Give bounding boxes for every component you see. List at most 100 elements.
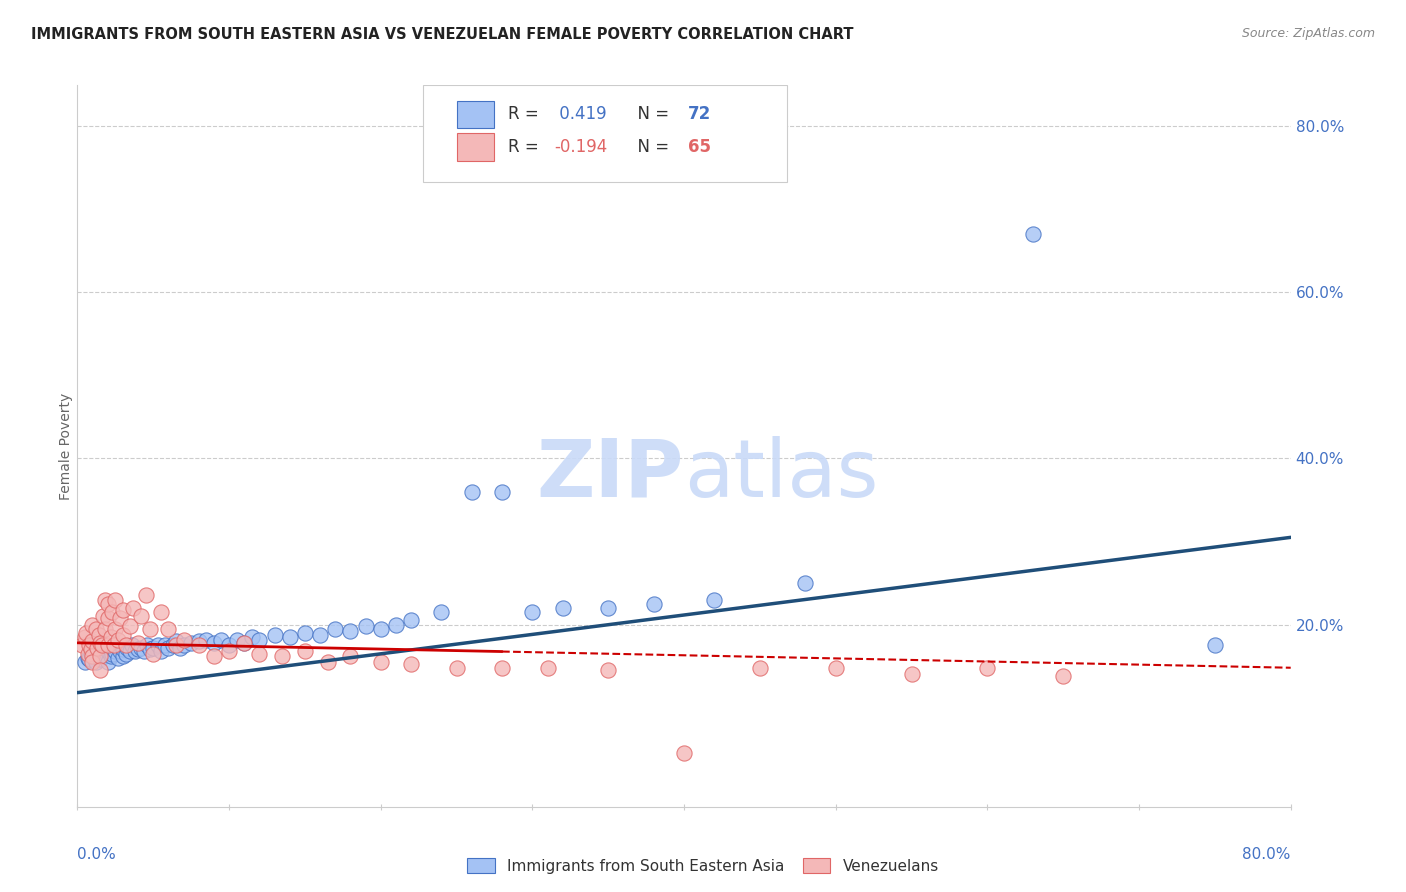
Point xyxy=(142,647,165,661)
Point xyxy=(122,601,145,615)
Point xyxy=(173,638,195,652)
Point xyxy=(97,655,120,669)
Point xyxy=(77,650,100,665)
Point xyxy=(551,601,574,615)
Point xyxy=(101,605,124,619)
Point xyxy=(104,644,127,658)
Point xyxy=(149,605,172,619)
Point xyxy=(146,638,169,652)
Point xyxy=(157,622,180,636)
Point xyxy=(121,638,143,652)
Point xyxy=(1204,638,1226,652)
Point xyxy=(89,642,111,657)
Point xyxy=(155,638,177,652)
Point xyxy=(129,640,152,655)
Text: ZIP: ZIP xyxy=(537,436,685,514)
Point xyxy=(120,644,142,658)
Point xyxy=(108,611,131,625)
Point xyxy=(748,661,770,675)
Point xyxy=(97,611,120,625)
Point xyxy=(73,630,96,644)
Point xyxy=(157,640,180,655)
Point xyxy=(598,663,620,677)
Point xyxy=(187,634,209,648)
Point xyxy=(233,636,256,650)
Point xyxy=(136,638,159,652)
Point xyxy=(536,661,558,675)
Point xyxy=(247,647,270,661)
Point xyxy=(309,627,332,641)
Point xyxy=(84,655,107,669)
Point xyxy=(598,601,620,615)
Y-axis label: Female Poverty: Female Poverty xyxy=(59,392,73,500)
Point xyxy=(79,638,101,652)
Point xyxy=(247,632,270,647)
Point xyxy=(135,589,157,603)
Point xyxy=(370,655,392,669)
Point xyxy=(75,625,97,640)
Point xyxy=(187,638,209,652)
Point xyxy=(271,649,294,664)
Point xyxy=(104,638,127,652)
Point xyxy=(89,652,111,666)
Point xyxy=(460,484,482,499)
Point xyxy=(89,663,111,677)
Point xyxy=(263,627,285,641)
Point xyxy=(93,640,115,655)
Point xyxy=(73,655,96,669)
Point xyxy=(794,576,817,591)
Point xyxy=(111,649,134,664)
Point xyxy=(1022,227,1045,242)
Point xyxy=(70,638,93,652)
Text: N =: N = xyxy=(627,138,675,156)
Text: -0.194: -0.194 xyxy=(554,138,607,156)
Point xyxy=(93,622,115,636)
FancyBboxPatch shape xyxy=(457,133,494,161)
Point xyxy=(100,640,122,655)
Text: Source: ZipAtlas.com: Source: ZipAtlas.com xyxy=(1241,27,1375,40)
Point xyxy=(107,632,129,647)
Point xyxy=(124,644,146,658)
Point xyxy=(673,746,696,760)
Point xyxy=(84,622,107,636)
Point xyxy=(165,634,187,648)
Point xyxy=(165,638,187,652)
FancyBboxPatch shape xyxy=(423,85,787,182)
Point xyxy=(1052,669,1074,683)
Point xyxy=(82,649,104,664)
Point xyxy=(218,638,240,652)
Point xyxy=(294,625,316,640)
Point xyxy=(142,640,165,655)
Text: IMMIGRANTS FROM SOUTH EASTERN ASIA VS VENEZUELAN FEMALE POVERTY CORRELATION CHAR: IMMIGRANTS FROM SOUTH EASTERN ASIA VS VE… xyxy=(31,27,853,42)
Point xyxy=(354,619,377,633)
Point xyxy=(87,627,110,641)
Point xyxy=(111,642,134,657)
Point xyxy=(107,650,129,665)
Point xyxy=(111,602,134,616)
Text: N =: N = xyxy=(627,105,675,123)
Point xyxy=(89,636,111,650)
Point xyxy=(976,661,998,675)
Point xyxy=(218,644,240,658)
Point xyxy=(82,617,104,632)
Point xyxy=(97,597,120,611)
Point xyxy=(82,655,104,669)
Point xyxy=(129,609,152,624)
FancyBboxPatch shape xyxy=(457,101,494,128)
Point xyxy=(399,657,422,672)
Text: 80.0%: 80.0% xyxy=(1243,847,1291,862)
Point xyxy=(491,484,513,499)
Text: 0.0%: 0.0% xyxy=(77,847,117,862)
Point xyxy=(82,642,104,657)
Point xyxy=(91,647,114,661)
Point xyxy=(101,647,124,661)
Point xyxy=(233,636,256,650)
Point xyxy=(522,605,544,619)
Text: 65: 65 xyxy=(688,138,710,156)
Point xyxy=(162,638,184,652)
Point xyxy=(77,647,100,661)
Point xyxy=(103,638,125,652)
Point xyxy=(149,644,172,658)
Point xyxy=(180,636,202,650)
Point xyxy=(100,630,122,644)
